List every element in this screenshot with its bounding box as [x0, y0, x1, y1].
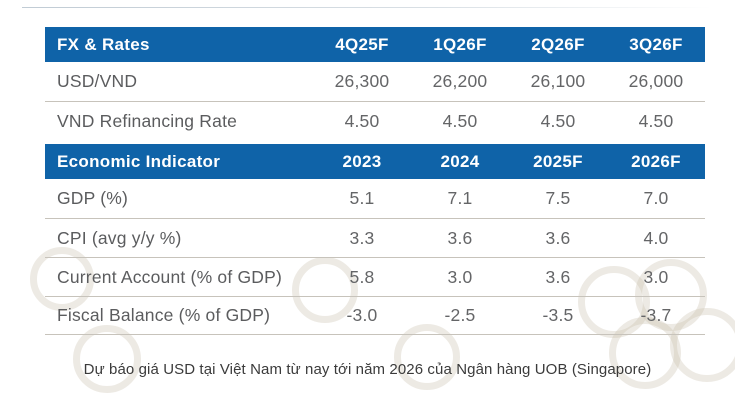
economic-indicator-header-label: Economic Indicator: [57, 151, 221, 171]
col-header-2q26f: 2Q26F: [531, 34, 585, 54]
watermark-circle: [73, 325, 141, 393]
col-header-2023: 2023: [342, 151, 382, 171]
cell-value: 3.6: [447, 227, 473, 248]
watermark-circle: [292, 257, 358, 323]
cell-value: -3.5: [542, 305, 574, 325]
cell-value: 26,300: [334, 71, 390, 91]
cell-value: 26,100: [530, 71, 586, 91]
col-header-3q26f: 3Q26F: [629, 34, 683, 54]
cell-value: -2.5: [444, 305, 476, 325]
table-row-vnd-refinancing-rate: VND Refinancing Rate 4.50 4.50 4.50 4.50: [45, 101, 705, 140]
cell-value: 3.6: [545, 266, 571, 287]
top-divider: [22, 7, 712, 8]
table-row-cpi: CPI (avg y/y %) 3.3 3.6 3.6 4.0: [45, 218, 705, 257]
row-label: Fiscal Balance (% of GDP): [57, 305, 271, 325]
col-header-2026f: 2026F: [631, 151, 681, 171]
row-label: Current Account (% of GDP): [57, 266, 283, 287]
col-header-2025f: 2025F: [533, 151, 583, 171]
cell-value: 4.50: [540, 110, 576, 131]
cell-value: 26,000: [628, 71, 684, 91]
table-row-current-account: Current Account (% of GDP) 5.8 3.0 3.6 3…: [45, 257, 705, 296]
cell-value: 7.1: [447, 188, 473, 208]
row-label: CPI (avg y/y %): [57, 227, 182, 248]
cell-value: 4.50: [344, 110, 380, 131]
table-row-gdp: GDP (%) 5.1 7.1 7.5 7.0: [45, 179, 705, 218]
watermark-circle: [394, 324, 460, 390]
cell-value: 26,200: [432, 71, 488, 91]
cell-value: 3.0: [643, 266, 669, 287]
cell-value: 7.0: [643, 188, 669, 208]
row-label: USD/VND: [57, 71, 138, 91]
col-header-2024: 2024: [440, 151, 480, 171]
fx-rates-header-label: FX & Rates: [57, 34, 150, 54]
economic-indicator-header-row: Economic Indicator 2023 2024 2025F 2026F: [45, 144, 705, 179]
cell-value: 7.5: [545, 188, 571, 208]
cell-value: -3.7: [640, 305, 672, 325]
cell-value: 3.6: [545, 227, 571, 248]
cell-value: 4.0: [643, 227, 669, 248]
col-header-4q25f: 4Q25F: [335, 34, 389, 54]
forecast-table: FX & Rates 4Q25F 1Q26F 2Q26F 3Q26F USD/V…: [45, 27, 705, 335]
cell-value: 5.1: [349, 188, 375, 208]
cell-value: -3.0: [346, 305, 378, 325]
cell-value: 3.0: [447, 266, 473, 287]
cell-value: 5.8: [349, 266, 375, 287]
fx-rates-header-row: FX & Rates 4Q25F 1Q26F 2Q26F 3Q26F: [45, 27, 705, 62]
cell-value: 4.50: [638, 110, 674, 131]
cell-value: 3.3: [349, 227, 375, 248]
watermark-circle: [30, 247, 94, 311]
watermark-circle: [670, 308, 735, 382]
figure-caption: Dự báo giá USD tại Việt Nam từ nay tới n…: [83, 361, 652, 378]
row-label: VND Refinancing Rate: [57, 110, 238, 131]
row-label: GDP (%): [57, 188, 129, 208]
table-row-usd-vnd: USD/VND 26,300 26,200 26,100 26,000: [45, 62, 705, 101]
cell-value: 4.50: [442, 110, 478, 131]
col-header-1q26f: 1Q26F: [433, 34, 487, 54]
table-row-fiscal-balance: Fiscal Balance (% of GDP) -3.0 -2.5 -3.5…: [45, 296, 705, 335]
